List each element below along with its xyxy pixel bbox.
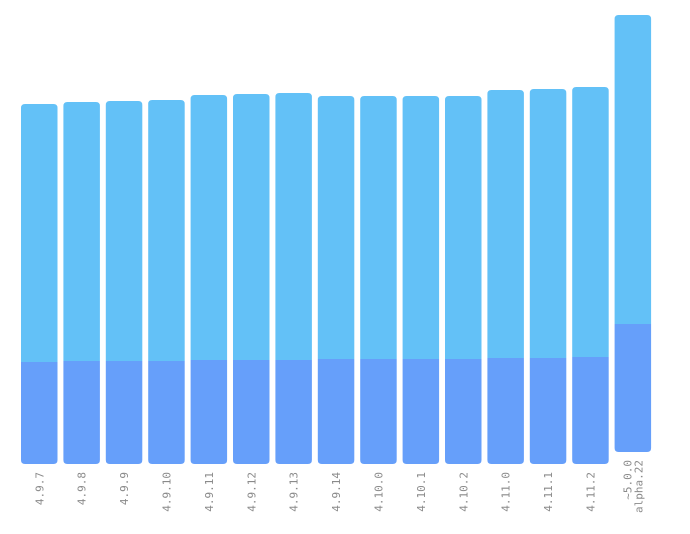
bar-4-10-1-series-2[interactable] (402, 96, 440, 359)
x-tick-label-text: ~5.0.0 (621, 460, 634, 500)
x-tick-label-text: 4.10.0 (372, 472, 385, 512)
bar--5-0-0-alpha-22-series-2[interactable] (614, 15, 652, 324)
x-tick-label-4-9-9: 4.9.9 (118, 472, 131, 505)
x-tick-label-text: 4.11.1 (542, 472, 555, 512)
bar-4-9-8-series-2[interactable] (63, 102, 100, 361)
bar-4-9-10-series-2[interactable] (148, 100, 185, 361)
bar--5-0-0-alpha-22-series-1[interactable] (614, 324, 652, 452)
x-tick-label-4-10-1: 4.10.1 (415, 472, 428, 512)
x-tick-label-text: 4.9.7 (33, 472, 46, 505)
x-tick-label-4-11-1: 4.11.1 (542, 472, 555, 512)
bar-4-9-9-series-2[interactable] (105, 101, 143, 361)
bar-4-10-2-series-2[interactable] (445, 96, 482, 359)
x-tick-label-4-10-0: 4.10.0 (372, 472, 385, 512)
x-tick-label-text: 4.9.12 (245, 472, 258, 512)
x-tick-label-text: alpha.22 (632, 460, 645, 513)
bar-4-9-10-series-1[interactable] (148, 361, 185, 464)
x-tick-label-4-9-13: 4.9.13 (288, 472, 301, 512)
x-tick-label-text: 4.11.0 (500, 472, 513, 512)
bar-4-9-7-series-2[interactable] (21, 104, 58, 362)
bar-4-11-1-series-2[interactable] (529, 89, 567, 358)
bar-4-10-0-series-1[interactable] (360, 359, 397, 464)
x-tick-label-4-10-2: 4.10.2 (457, 472, 470, 512)
bar-4-11-0-series-2[interactable] (487, 90, 524, 358)
x-tick-label-4-9-11: 4.9.11 (203, 472, 216, 512)
bar-4-11-0-series-1[interactable] (487, 358, 524, 464)
bar-4-9-12-series-1[interactable] (233, 360, 270, 464)
bar-4-10-0-series-2[interactable] (360, 96, 397, 359)
bar-4-9-13-series-1[interactable] (275, 360, 312, 464)
x-tick-label-4-9-7: 4.9.7 (33, 472, 46, 505)
x-tick-label-text: 4.9.14 (330, 472, 343, 512)
x-tick-label-text: 4.9.9 (118, 472, 131, 505)
bar-4-10-2-series-1[interactable] (445, 359, 482, 464)
x-tick-label-4-9-14: 4.9.14 (330, 472, 343, 512)
x-tick-label-text: 4.9.13 (288, 472, 301, 512)
x-tick-label-text: 4.9.8 (76, 472, 89, 505)
bar-4-9-8-series-1[interactable] (63, 361, 100, 464)
bar-4-9-14-series-2[interactable] (317, 96, 355, 359)
x-tick-label-text: 4.10.2 (457, 472, 470, 512)
bars-layer (21, 15, 652, 464)
bar-4-10-1-series-1[interactable] (402, 359, 440, 464)
bar-4-11-2-series-1[interactable] (572, 357, 609, 464)
bar-4-9-11-series-2[interactable] (190, 95, 228, 360)
x-tick-label-4-11-0: 4.11.0 (500, 472, 513, 512)
bar-4-9-13-series-2[interactable] (275, 93, 312, 360)
x-tick-label-text: 4.9.11 (203, 472, 216, 512)
bar-4-9-12-series-2[interactable] (233, 94, 270, 360)
bar-4-9-14-series-1[interactable] (317, 359, 355, 464)
bar-4-11-2-series-2[interactable] (572, 87, 609, 357)
x-tick-label-4-9-8: 4.9.8 (76, 472, 89, 505)
x-tick-label-4-9-12: 4.9.12 (245, 472, 258, 512)
bar-4-9-7-series-1[interactable] (21, 362, 58, 464)
x-tick-label-text: 4.10.1 (415, 472, 428, 512)
x-tick-labels: 4.9.7 4.9.8 4.9.9 4.9.10 4.9.11 4.9.12 4.9.13 4… (33, 460, 645, 513)
bar-4-9-9-series-1[interactable] (105, 361, 143, 464)
x-tick-label-text: 4.9.10 (160, 472, 173, 512)
x-tick-label-4-11-2: 4.11.2 (584, 472, 597, 512)
x-tick-label-4-9-10: 4.9.10 (160, 472, 173, 512)
x-tick-label-text: 4.11.2 (584, 472, 597, 512)
bar-4-9-11-series-1[interactable] (190, 360, 228, 464)
bar-4-11-1-series-1[interactable] (529, 358, 567, 464)
